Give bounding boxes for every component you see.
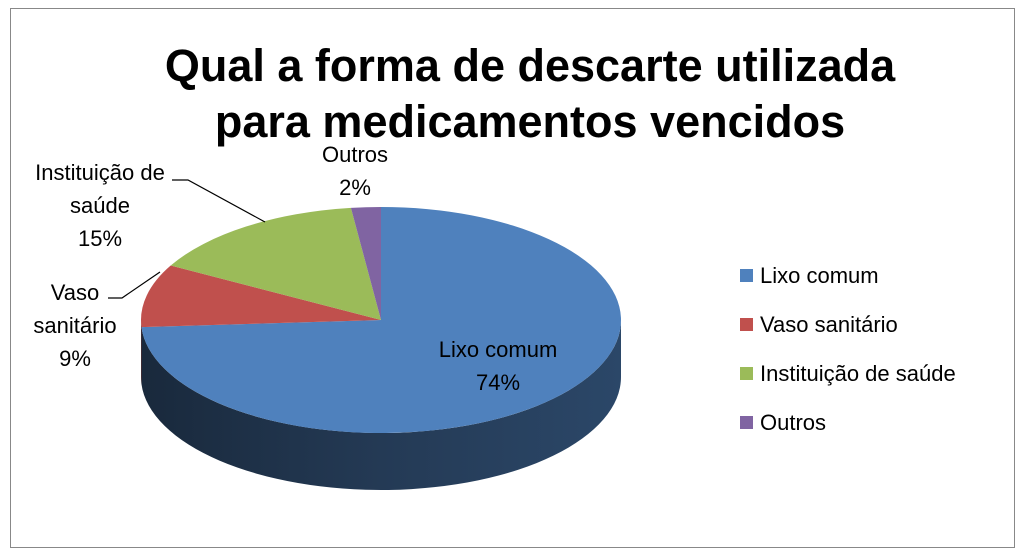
legend-label: Instituição de saúde — [760, 361, 956, 387]
legend-label: Outros — [760, 410, 826, 436]
data-label-name: Vaso sanitário — [25, 276, 125, 342]
legend-swatch — [740, 318, 753, 331]
chart-title: Qual a forma de descarte utilizada para … — [120, 38, 940, 150]
legend-swatch — [740, 367, 753, 380]
data-label-name: Instituição de saúde — [20, 156, 180, 222]
legend-label: Lixo comum — [760, 263, 879, 289]
leader-line — [172, 180, 265, 222]
legend-label: Vaso sanitário — [760, 312, 898, 338]
data-label-value: 9% — [25, 342, 125, 375]
legend-swatch — [740, 416, 753, 429]
data-label-value: 2% — [305, 171, 405, 204]
data-label-name: Lixo comum — [398, 333, 598, 366]
legend-swatch — [740, 269, 753, 282]
data-label-name: Outros — [305, 138, 405, 171]
data-label-value: 74% — [398, 366, 598, 399]
data-label-value: 15% — [20, 222, 180, 255]
